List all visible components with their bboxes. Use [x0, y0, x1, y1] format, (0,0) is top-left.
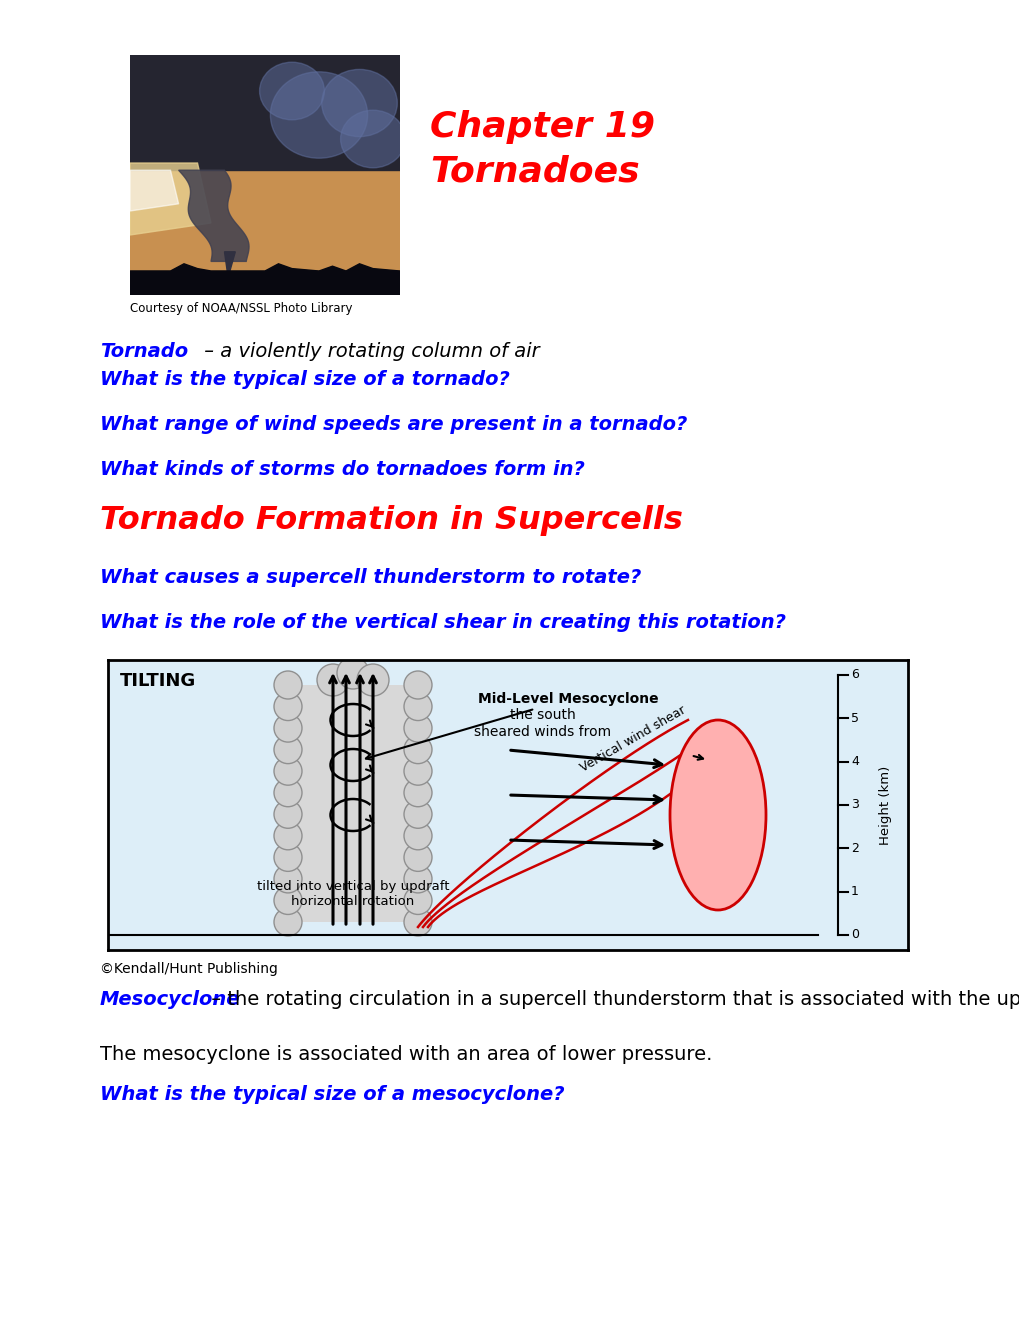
Circle shape [274, 887, 302, 915]
Circle shape [404, 693, 432, 721]
Text: Tornado Formation in Supercells: Tornado Formation in Supercells [100, 506, 682, 536]
Circle shape [404, 843, 432, 871]
Polygon shape [224, 252, 235, 271]
Text: Tornadoes: Tornadoes [430, 154, 639, 189]
Text: 6: 6 [850, 668, 858, 681]
Text: 4: 4 [850, 755, 858, 768]
Text: Height (km): Height (km) [878, 766, 892, 845]
Circle shape [404, 865, 432, 892]
Circle shape [404, 735, 432, 764]
Text: Mesocyclone: Mesocyclone [100, 990, 240, 1008]
Text: – a violently rotating column of air: – a violently rotating column of air [198, 342, 539, 360]
Circle shape [274, 758, 302, 785]
Text: What is the role of the vertical shear in creating this rotation?: What is the role of the vertical shear i… [100, 612, 786, 632]
Circle shape [404, 671, 432, 700]
Text: Courtesy of NOAA/NSSL Photo Library: Courtesy of NOAA/NSSL Photo Library [129, 302, 353, 315]
Text: 1: 1 [850, 886, 858, 898]
Circle shape [404, 779, 432, 807]
Text: What is the typical size of a mesocyclone?: What is the typical size of a mesocyclon… [100, 1085, 565, 1104]
Text: 0: 0 [850, 928, 858, 941]
Text: TILTING: TILTING [120, 672, 196, 690]
Polygon shape [178, 170, 249, 261]
Bar [129, 55, 399, 176]
Circle shape [274, 671, 302, 700]
Ellipse shape [669, 719, 765, 909]
Circle shape [274, 735, 302, 764]
Circle shape [404, 758, 432, 785]
Polygon shape [129, 264, 399, 294]
Circle shape [270, 71, 367, 158]
Bar [129, 168, 399, 276]
Text: Mid-Level Mesocyclone: Mid-Level Mesocyclone [366, 692, 658, 759]
Circle shape [274, 779, 302, 807]
Circle shape [317, 664, 348, 696]
Circle shape [404, 887, 432, 915]
Circle shape [274, 843, 302, 871]
Text: What is the typical size of a tornado?: What is the typical size of a tornado? [100, 370, 510, 389]
Circle shape [274, 693, 302, 721]
Text: What causes a supercell thunderstorm to rotate?: What causes a supercell thunderstorm to … [100, 568, 641, 587]
Text: 3: 3 [850, 799, 858, 812]
Text: Chapter 19: Chapter 19 [430, 110, 654, 144]
Text: the south: the south [510, 708, 576, 722]
Polygon shape [287, 685, 418, 921]
Circle shape [274, 908, 302, 936]
Text: 5: 5 [850, 711, 858, 725]
Circle shape [340, 110, 405, 168]
Text: What range of wind speeds are present in a tornado?: What range of wind speeds are present in… [100, 414, 687, 434]
Circle shape [404, 800, 432, 828]
Circle shape [404, 822, 432, 850]
Text: – the rotating circulation in a supercell thunderstorm that is associated with t: – the rotating circulation in a supercel… [205, 990, 1019, 1008]
Circle shape [274, 800, 302, 828]
Bar [129, 271, 399, 294]
Text: tilted into vertical by updraft: tilted into vertical by updraft [257, 880, 448, 894]
Circle shape [260, 62, 324, 120]
Circle shape [321, 70, 397, 136]
Text: horizontal rotation: horizontal rotation [291, 895, 414, 908]
Circle shape [404, 908, 432, 936]
Circle shape [404, 714, 432, 742]
Text: The mesocyclone is associated with an area of lower pressure.: The mesocyclone is associated with an ar… [100, 1045, 711, 1064]
Text: ©Kendall/Hunt Publishing: ©Kendall/Hunt Publishing [100, 962, 277, 975]
Polygon shape [129, 170, 178, 211]
Circle shape [274, 822, 302, 850]
Circle shape [336, 657, 369, 689]
Text: What kinds of storms do tornadoes form in?: What kinds of storms do tornadoes form i… [100, 459, 584, 479]
Text: 2: 2 [850, 842, 858, 855]
Text: Vertical wind shear: Vertical wind shear [578, 704, 702, 775]
Polygon shape [129, 162, 211, 235]
Text: Tornado: Tornado [100, 342, 187, 360]
Circle shape [274, 714, 302, 742]
Circle shape [274, 865, 302, 892]
Text: sheared winds from: sheared winds from [474, 725, 611, 739]
Circle shape [357, 664, 388, 696]
Polygon shape [129, 55, 399, 170]
